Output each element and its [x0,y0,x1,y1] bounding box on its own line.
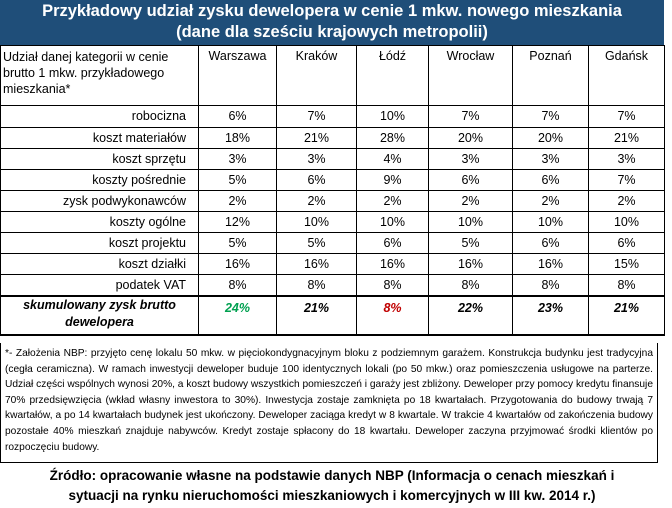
table-cell: 10% [276,211,357,233]
table-cell: 5% [198,232,277,254]
table-cell: 7% [512,105,589,128]
table-row: robocizna 6% 7% 10% 7% 7% 7% [0,105,665,128]
title-banner: Przykładowy udział zysku dewelopera w ce… [0,0,664,45]
table-cell: 21% [588,127,665,149]
title-line-2: (dane dla sześciu krajowych metropolii) [176,23,488,41]
table-row: podatek VAT 8% 8% 8% 8% 8% 8% [0,274,665,297]
header-category: Udział danej kategorii w cenie brutto 1 … [0,45,199,106]
table-cell: 9% [356,169,429,191]
row-label: podatek VAT [0,274,199,297]
header-city: Wrocław [428,45,513,106]
table-cell: 15% [588,253,665,275]
table-cell: 6% [512,169,589,191]
table-cell: 3% [588,148,665,170]
row-label: koszty pośrednie [0,169,199,191]
table-cell: 2% [512,190,589,212]
summary-row: skumulowany zysk brutto dewelopera 24% 21%… [0,295,665,336]
table-cell: 21% [276,127,357,149]
table-cell: 16% [276,253,357,275]
summary-cell: 21% [276,295,357,336]
table-cell: 3% [198,148,277,170]
table-cell: 8% [276,274,357,297]
row-label: koszt materiałów [0,127,199,149]
summary-cell: 23% [512,295,589,336]
table-cell: 5% [428,232,513,254]
table-cell: 7% [588,169,665,191]
row-label: koszty ogólne [0,211,199,233]
table-cell: 20% [428,127,513,149]
summary-cell: 22% [428,295,513,336]
title-line-1: Przykładowy udział zysku dewelopera w ce… [42,2,622,20]
table-cell: 16% [428,253,513,275]
table-cell: 2% [428,190,513,212]
cost-table: Udział danej kategorii w cenie brutto 1 … [0,45,665,336]
table-cell: 16% [512,253,589,275]
table-cell: 8% [198,274,277,297]
summary-cell: 21% [588,295,665,336]
row-label: koszt projektu [0,232,199,254]
header-city: Łódź [356,45,429,106]
table-cell: 7% [588,105,665,128]
row-label: koszt sprzętu [0,148,199,170]
table-cell: 5% [198,169,277,191]
table-cell: 2% [198,190,277,212]
table-cell: 6% [512,232,589,254]
header-city: Kraków [276,45,357,106]
table-cell: 6% [276,169,357,191]
summary-label: skumulowany zysk brutto dewelopera [0,295,199,336]
summary-cell: 8% [356,295,429,336]
footnote: *- Założenia NBP: przyjęto cenę lokalu 5… [0,343,658,463]
table-cell: 2% [356,190,429,212]
summary-cell: 24% [198,295,277,336]
table-cell: 10% [356,211,429,233]
table-header-row: Udział danej kategorii w cenie brutto 1 … [0,45,665,106]
table-cell: 7% [428,105,513,128]
table-cell: 12% [198,211,277,233]
table-cell: 20% [512,127,589,149]
table-cell: 8% [428,274,513,297]
table-row: koszt materiałów 18% 21% 28% 20% 20% 21% [0,127,665,149]
table-row: koszty ogólne 12% 10% 10% 10% 10% 10% [0,211,665,233]
table-cell: 10% [512,211,589,233]
table-cell: 2% [276,190,357,212]
table-cell: 3% [428,148,513,170]
table-row: zysk podwykonawców 2% 2% 2% 2% 2% 2% [0,190,665,212]
table-row: koszt sprzętu 3% 3% 4% 3% 3% 3% [0,148,665,170]
table-cell: 6% [356,232,429,254]
table-cell: 4% [356,148,429,170]
table-cell: 10% [588,211,665,233]
row-label: zysk podwykonawców [0,190,199,212]
table-cell: 28% [356,127,429,149]
table-cell: 8% [356,274,429,297]
table-row: koszt projektu 5% 5% 6% 5% 6% 6% [0,232,665,254]
table-cell: 6% [588,232,665,254]
table-row: koszt działki 16% 16% 16% 16% 16% 15% [0,253,665,275]
source-line-2: sytuacji na rynku nieruchomości mieszkan… [68,488,596,503]
table-cell: 3% [276,148,357,170]
table-cell: 8% [588,274,665,297]
source-caption: Źródło: opracowanie własne na podstawie … [0,466,664,506]
header-city: Gdańsk [588,45,665,106]
table-cell: 8% [512,274,589,297]
source-line-1: Źródło: opracowanie własne na podstawie … [49,468,615,483]
table-cell: 2% [588,190,665,212]
table-cell: 6% [198,105,277,128]
table-cell: 3% [512,148,589,170]
table-cell: 5% [276,232,357,254]
table-cell: 10% [428,211,513,233]
row-label: koszt działki [0,253,199,275]
table-row: koszty pośrednie 5% 6% 9% 6% 6% 7% [0,169,665,191]
table-body: robocizna 6% 7% 10% 7% 7% 7% koszt materiałów 18… [0,105,665,336]
header-city: Poznań [512,45,589,106]
table-cell: 6% [428,169,513,191]
table-cell: 10% [356,105,429,128]
row-label: robocizna [0,105,199,128]
table-cell: 7% [276,105,357,128]
header-city: Warszawa [198,45,277,106]
table-cell: 18% [198,127,277,149]
table-cell: 16% [198,253,277,275]
table-cell: 16% [356,253,429,275]
